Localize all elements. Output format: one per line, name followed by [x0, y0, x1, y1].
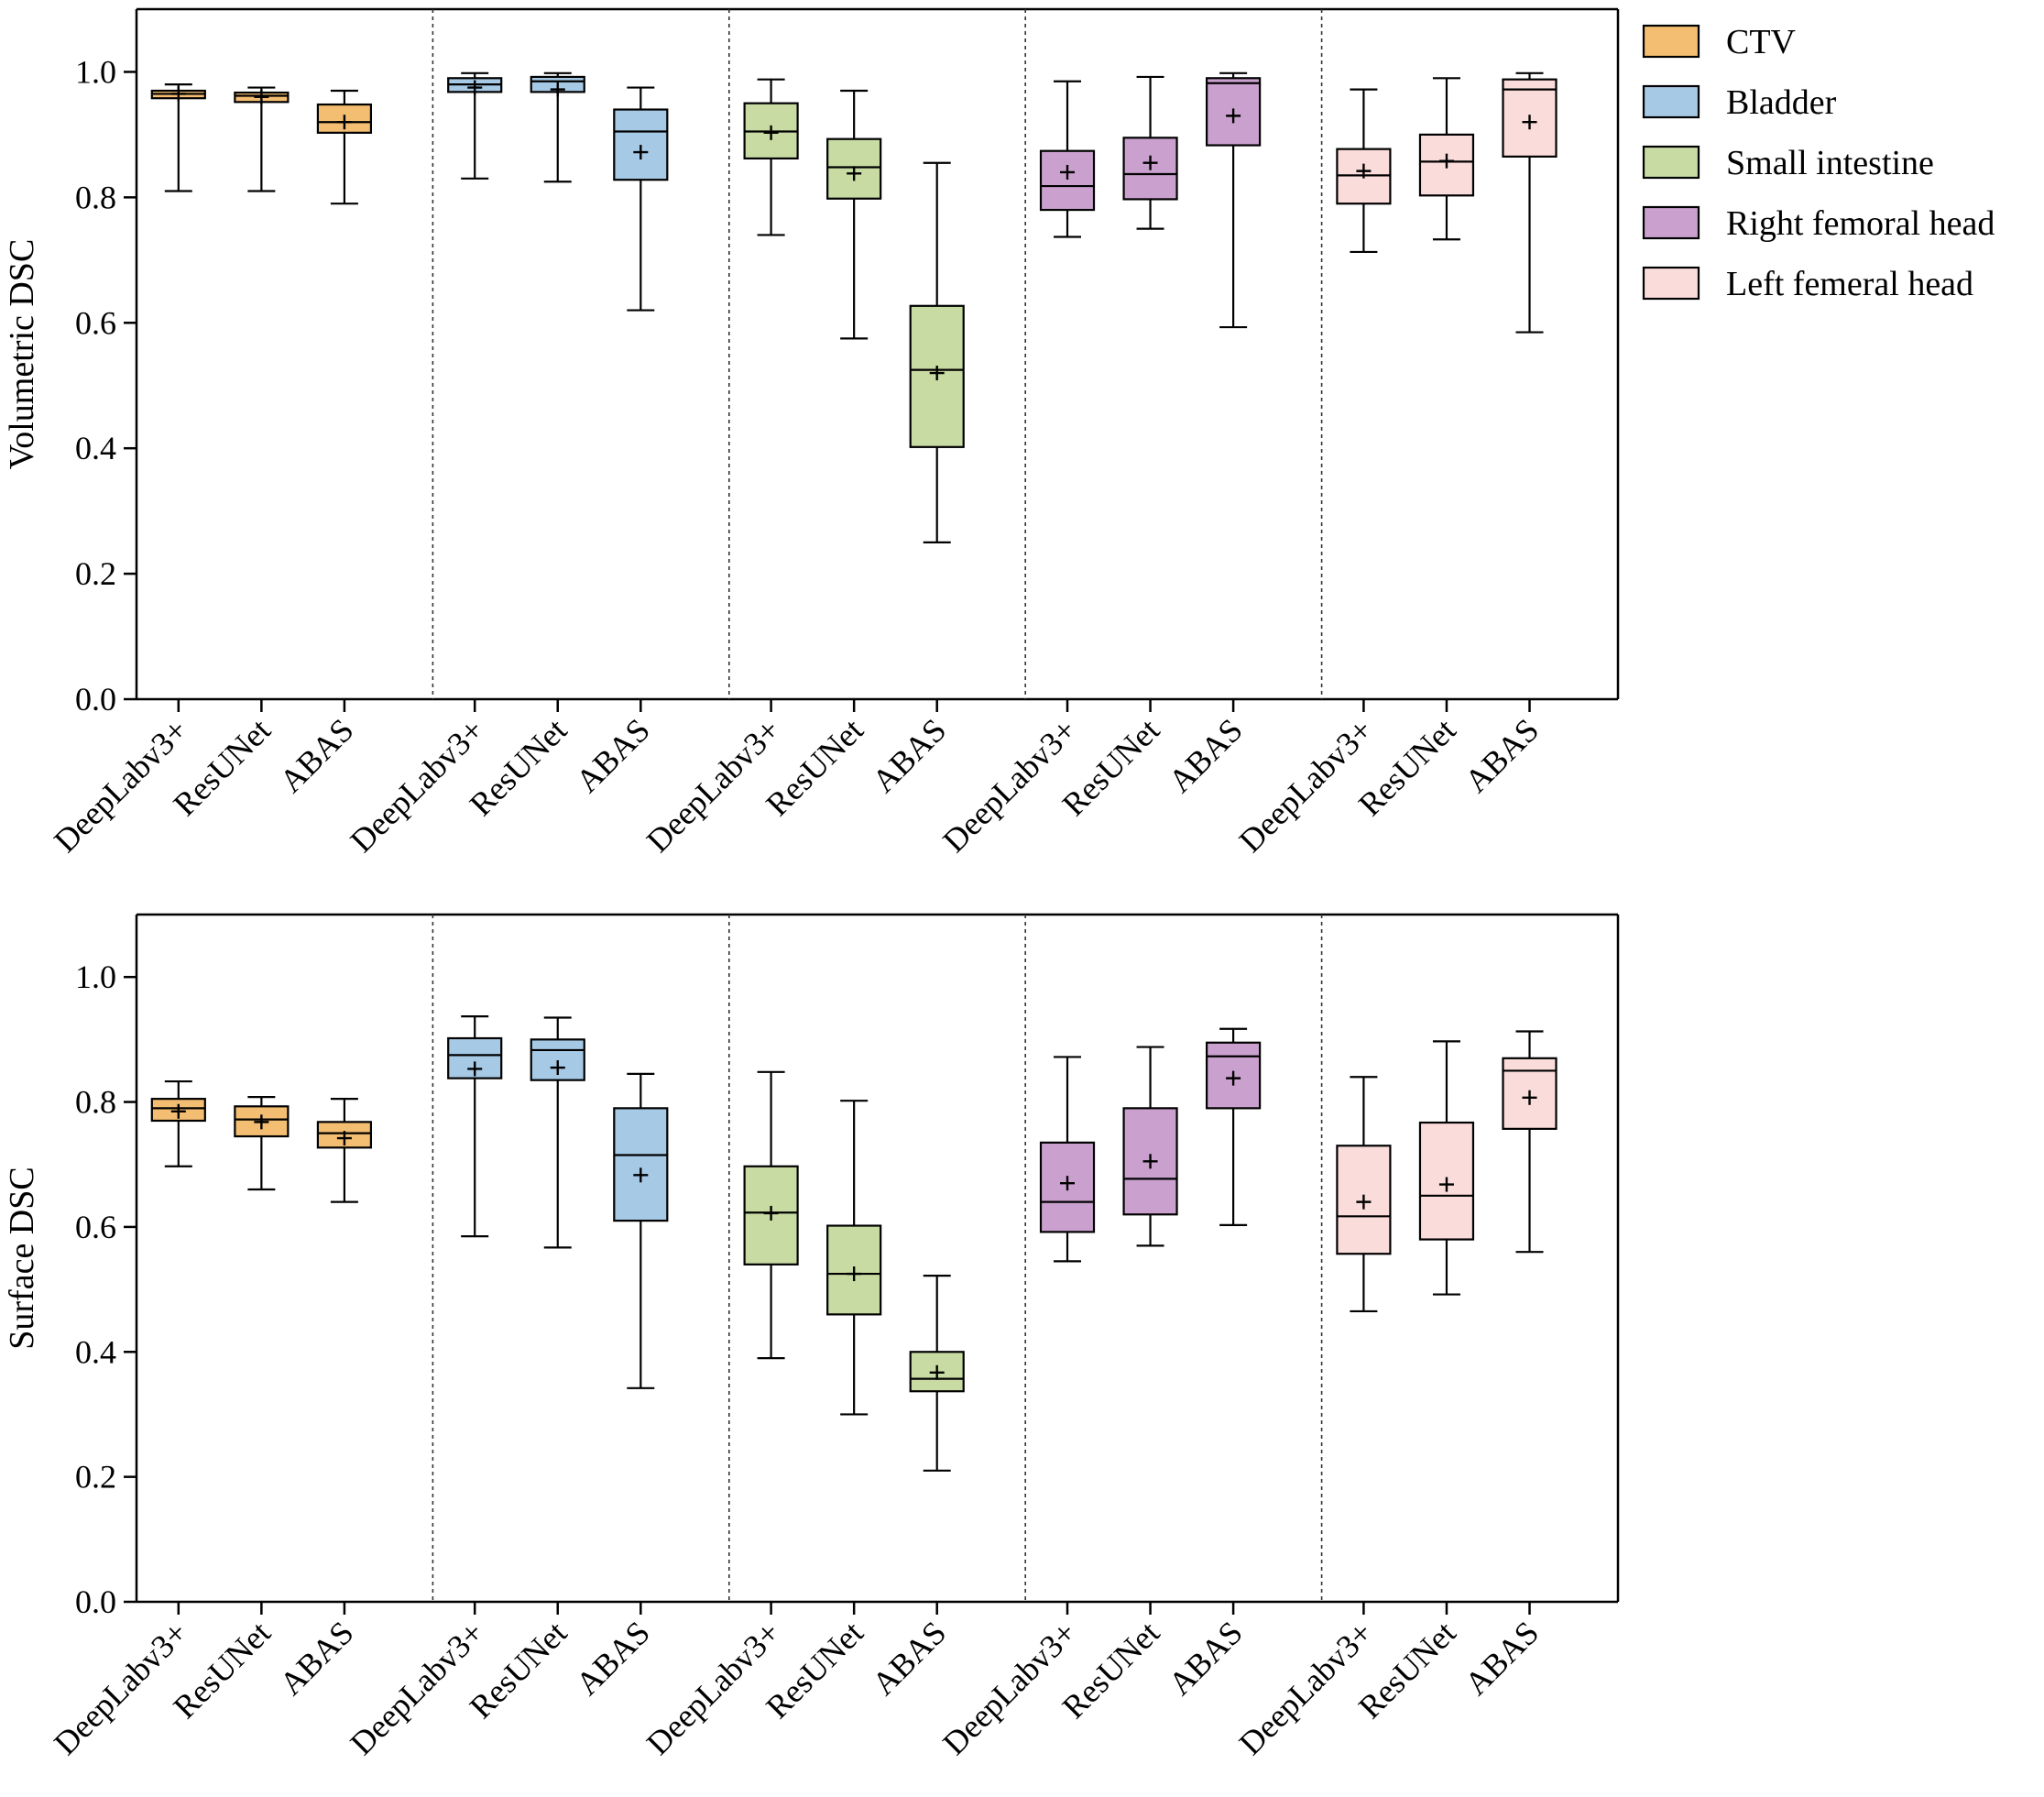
- box-left-femeral-head-resunet: [1418, 77, 1475, 241]
- x-tick-label: ABAS: [1162, 711, 1250, 799]
- box-right-femoral-head-deeplabv3: [1039, 1056, 1096, 1263]
- x-tick-label: ABAS: [865, 1614, 953, 1702]
- box-ctv-abas: [316, 89, 373, 205]
- box-right-femoral-head-deeplabv3: [1039, 80, 1096, 238]
- box-right-femoral-head-abas: [1206, 71, 1262, 329]
- box-left-femeral-head-abas: [1502, 1030, 1558, 1254]
- y-tick-label: 1.0: [75, 53, 116, 90]
- legend-item: Bladder: [1642, 83, 1837, 122]
- x-tick-label: DeepLabv3+: [639, 1614, 787, 1761]
- box-small-intestine-resunet: [826, 1100, 882, 1416]
- y-tick-label: 0.6: [75, 1209, 116, 1245]
- box-ctv-resunet: [234, 1095, 290, 1191]
- box-left-femeral-head-deeplabv3: [1336, 88, 1392, 254]
- y-tick-label: 0.8: [75, 179, 116, 215]
- box-bladder-abas: [613, 86, 669, 312]
- box-left-femeral-head-deeplabv3: [1336, 1076, 1392, 1313]
- box-small-intestine-abas: [909, 1274, 965, 1472]
- x-tick-label: DeepLabv3+: [935, 1614, 1083, 1761]
- y-tick-label: 0.8: [75, 1084, 116, 1121]
- y-tick-label: 0.0: [75, 1583, 116, 1620]
- legend-label: Bladder: [1726, 83, 1837, 122]
- legend-swatch: [1642, 84, 1700, 119]
- box-bladder-abas: [613, 1072, 669, 1389]
- box-right-femoral-head-resunet: [1122, 75, 1178, 230]
- y-tick-label: 1.0: [75, 959, 116, 995]
- legend-label: Right femoral head: [1726, 204, 1995, 243]
- x-tick-label: ABAS: [1162, 1614, 1250, 1702]
- x-tick-label: DeepLabv3+: [1232, 711, 1380, 859]
- y-tick-label: 0.4: [75, 430, 116, 466]
- box-ctv-deeplabv3: [150, 83, 206, 192]
- box-small-intestine-resunet: [826, 89, 882, 340]
- x-tick-label: DeepLabv3+: [47, 1614, 194, 1761]
- box-bladder-deeplabv3: [447, 71, 503, 180]
- box-small-intestine-abas: [909, 161, 965, 543]
- legend-swatch: [1642, 24, 1700, 59]
- y-axis-label: Surface DSC: [3, 1167, 41, 1349]
- legend-swatch: [1642, 205, 1700, 240]
- box-bladder-deeplabv3: [447, 1015, 503, 1238]
- x-tick-label: ABAS: [1458, 1614, 1546, 1702]
- x-tick-label: ABAS: [569, 711, 657, 799]
- x-tick-label: ABAS: [272, 1614, 360, 1702]
- box-bladder-resunet: [530, 1016, 585, 1249]
- x-tick-label: ABAS: [569, 1614, 657, 1702]
- box-right-femoral-head-resunet: [1122, 1046, 1178, 1247]
- box-small-intestine-deeplabv3: [743, 78, 799, 236]
- box-ctv-resunet: [234, 86, 290, 192]
- box-ctv-deeplabv3: [150, 1079, 206, 1167]
- box-left-femeral-head-resunet: [1418, 1040, 1475, 1296]
- y-tick-label: 0.4: [75, 1333, 116, 1370]
- legend-item: Right femoral head: [1642, 204, 1995, 243]
- legend-item: Small intestine: [1642, 144, 1934, 182]
- x-tick-label: DeepLabv3+: [935, 711, 1083, 859]
- iqr-box: [613, 108, 669, 181]
- y-tick-label: 0.6: [75, 304, 116, 341]
- legend-swatch: [1642, 145, 1700, 180]
- x-tick-label: DeepLabv3+: [343, 1614, 490, 1761]
- box-ctv-abas: [316, 1098, 373, 1203]
- iqr-box: [1336, 1145, 1392, 1255]
- legend-item: CTV: [1642, 23, 1797, 61]
- x-tick-label: DeepLabv3+: [47, 711, 194, 859]
- legend-label: Left femeral head: [1726, 265, 1973, 303]
- x-tick-label: ABAS: [1458, 711, 1546, 799]
- volumetric-dsc-panel: 0.0 0.2 0.4 0.6 0.8 1.0 Volumetric DSC DeepLabv…: [3, 7, 1620, 860]
- box-right-femoral-head-abas: [1206, 1027, 1262, 1226]
- y-tick-label: 0.2: [75, 1459, 116, 1496]
- legend-item: Left femeral head: [1642, 265, 1973, 303]
- iqr-box: [1039, 149, 1096, 212]
- y-tick-label: 0.0: [75, 681, 116, 718]
- legend-label: Small intestine: [1726, 144, 1934, 182]
- y-tick-label: 0.2: [75, 555, 116, 592]
- box-bladder-resunet: [530, 71, 585, 183]
- x-tick-label: DeepLabv3+: [1232, 1614, 1380, 1761]
- legend-label: CTV: [1726, 23, 1797, 61]
- legend: CTV Bladder Small intestine Right femoral h…: [1642, 23, 1995, 303]
- x-tick-label: ABAS: [272, 711, 360, 799]
- x-tick-label: DeepLabv3+: [639, 711, 787, 859]
- legend-swatch: [1642, 266, 1700, 301]
- y-axis-label: Volumetric DSC: [3, 239, 41, 470]
- box-left-femeral-head-abas: [1502, 71, 1558, 334]
- x-tick-label: ABAS: [865, 711, 953, 799]
- iqr-box: [613, 1107, 669, 1222]
- x-tick-label: DeepLabv3+: [343, 711, 490, 859]
- box-small-intestine-deeplabv3: [743, 1070, 799, 1360]
